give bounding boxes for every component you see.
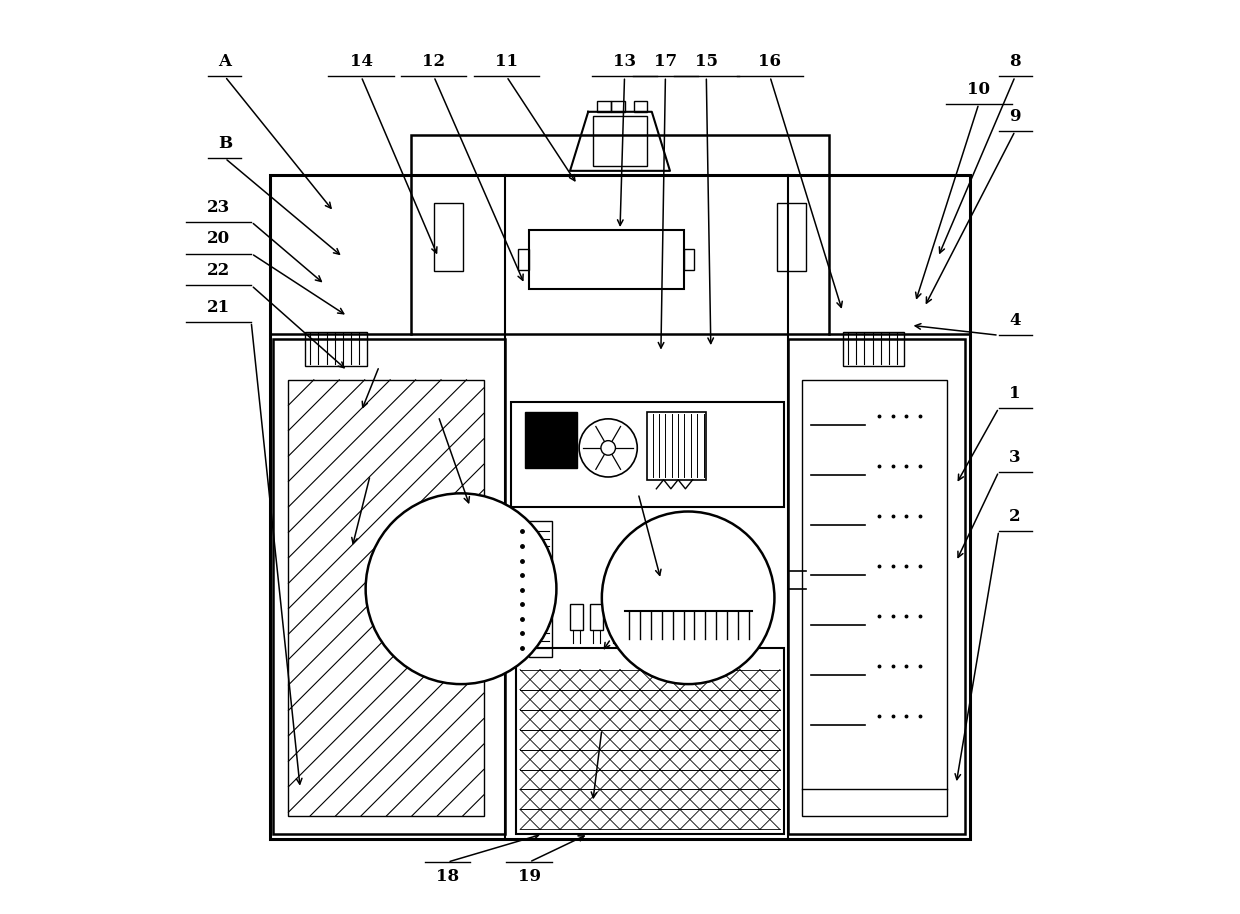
Text: 2: 2 [1009,507,1021,525]
Bar [842,332,904,367]
Bar [270,175,970,838]
Bar [777,203,806,271]
Text: 13: 13 [613,53,636,70]
Bar [516,648,784,834]
Bar [598,101,611,112]
Text: 21: 21 [207,299,231,315]
Bar [289,380,484,816]
Text: 10: 10 [967,80,991,98]
Bar [634,101,647,112]
Bar [802,380,947,816]
Bar [789,339,965,834]
Bar [518,249,529,271]
Circle shape [601,441,615,455]
Text: 20: 20 [207,230,231,248]
Text: 8: 8 [1009,53,1021,70]
Bar [529,521,552,657]
Text: 17: 17 [653,53,677,70]
Text: 18: 18 [435,868,459,885]
Text: 16: 16 [759,53,781,70]
Circle shape [579,419,637,477]
Bar [630,604,642,630]
Bar [511,402,784,507]
Text: 14: 14 [350,53,372,70]
Bar [650,604,662,630]
Text: A: A [218,53,232,70]
Bar [434,203,463,271]
Text: 4: 4 [1009,313,1021,329]
Bar [529,230,683,289]
Text: 3: 3 [1009,449,1021,465]
Text: 19: 19 [517,868,541,885]
Bar [410,134,830,335]
Bar [305,332,367,367]
Circle shape [366,494,557,684]
Bar [670,604,683,630]
Text: 11: 11 [495,53,518,70]
Text: 15: 15 [694,53,718,70]
Text: 1: 1 [1009,385,1021,402]
Text: 9: 9 [1009,108,1021,125]
Text: 12: 12 [422,53,445,70]
Bar [647,411,707,480]
Bar [525,411,578,468]
Bar [683,249,694,271]
Text: B: B [218,135,232,152]
Text: 22: 22 [207,262,231,280]
Circle shape [601,512,775,684]
Bar [611,101,625,112]
Bar [273,339,505,834]
Text: 23: 23 [207,198,231,216]
Bar [610,604,622,630]
Bar [570,604,583,630]
Bar [593,116,647,166]
Bar [590,604,603,630]
